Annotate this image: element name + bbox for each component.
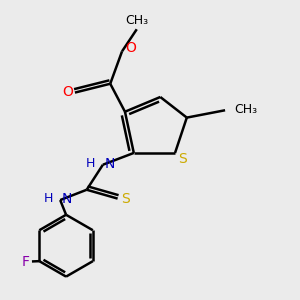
Text: N: N xyxy=(104,157,115,171)
Text: N: N xyxy=(62,193,72,206)
Text: H: H xyxy=(44,192,53,205)
Text: CH₃: CH₃ xyxy=(125,14,148,27)
Text: O: O xyxy=(125,41,136,56)
Text: F: F xyxy=(22,255,30,269)
Text: H: H xyxy=(86,157,95,170)
Text: O: O xyxy=(62,85,73,99)
Text: S: S xyxy=(122,192,130,206)
Text: CH₃: CH₃ xyxy=(234,103,257,116)
Text: S: S xyxy=(178,152,187,167)
